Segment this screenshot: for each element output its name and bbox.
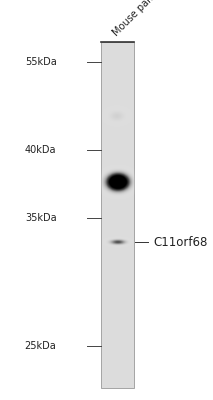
Text: 55kDa: 55kDa <box>25 57 56 67</box>
FancyBboxPatch shape <box>101 42 134 388</box>
Text: Mouse pancreas: Mouse pancreas <box>111 0 174 38</box>
Text: 40kDa: 40kDa <box>25 145 56 155</box>
Text: C11orf68: C11orf68 <box>153 236 208 248</box>
Text: 25kDa: 25kDa <box>25 341 56 351</box>
Text: 35kDa: 35kDa <box>25 213 56 223</box>
